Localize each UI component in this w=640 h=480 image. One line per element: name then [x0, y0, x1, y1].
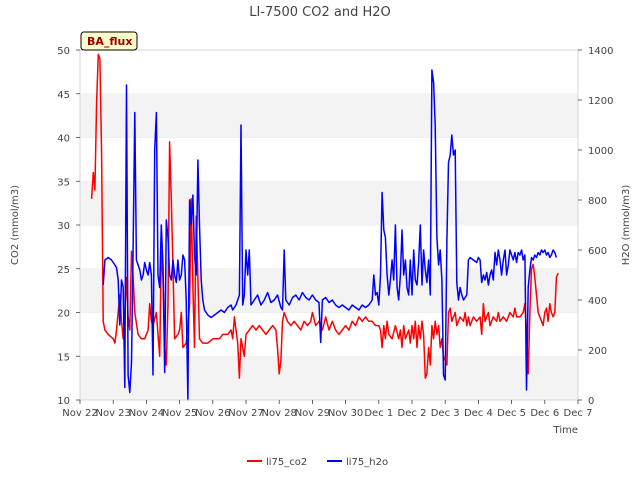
- background-band: [80, 93, 578, 138]
- background-bands: [80, 49, 578, 400]
- y-tick-label: 30: [57, 221, 70, 232]
- x-tick-label: Nov 26: [195, 408, 230, 419]
- background-band: [80, 268, 578, 313]
- x-tick-label: Dec 2: [398, 408, 427, 419]
- x-tick-label: Nov 25: [162, 408, 197, 419]
- y-tick-label: 40: [57, 134, 70, 145]
- chart-title: LI-7500 CO2 and H2O: [249, 5, 391, 20]
- y2-tick-label: 600: [588, 246, 607, 257]
- background-band: [80, 50, 578, 94]
- badge-box: [80, 31, 138, 51]
- x-tick-label: Nov 27: [228, 408, 263, 419]
- background-band: [80, 356, 578, 400]
- legend-label-h2o: li75_h2o: [346, 457, 388, 468]
- y-tick-label: 45: [57, 90, 70, 101]
- y-axis-right-label: H2O (mmol/m3): [621, 185, 632, 266]
- y2-tick-label: 800: [588, 196, 607, 207]
- x-tick-label: Dec 5: [497, 408, 526, 419]
- y-axis-left: 10 15 20 25 30 35 40 45 50: [57, 46, 80, 407]
- background-band: [80, 137, 578, 182]
- y-axis-left-label: CO2 (mmol/m3): [10, 185, 21, 265]
- x-tick-label: Dec 7: [564, 408, 593, 419]
- x-tick-label: Dec 3: [431, 408, 460, 419]
- plot-series: [90, 53, 559, 401]
- background-band: [80, 181, 578, 225]
- x-tick-label: Nov 23: [95, 408, 130, 419]
- y2-tick-label: 200: [588, 346, 607, 357]
- badge: BA_flux: [80, 31, 138, 51]
- x-tick-label: Nov 30: [328, 408, 363, 419]
- y-tick-label: 10: [57, 396, 70, 407]
- legend: li75_co2 li75_h2o: [247, 457, 388, 468]
- y-tick-label: 25: [57, 265, 70, 276]
- x-tick-label: Nov 22: [62, 408, 97, 419]
- y2-tick-label: 0: [588, 396, 594, 407]
- x-tick-label: Dec 4: [464, 408, 493, 419]
- y-axis-right: 0 200 400 600 800 1000 1200 1400: [578, 46, 613, 407]
- y2-tick-label: 1400: [588, 46, 613, 57]
- x-tick-label: Nov 28: [261, 408, 296, 419]
- x-tick-label: Dec 1: [364, 408, 393, 419]
- y-tick-label: 35: [57, 177, 70, 188]
- series-line-li75_h2o: [102, 69, 558, 401]
- y2-tick-label: 1000: [588, 146, 613, 157]
- y-tick-label: 50: [57, 46, 70, 57]
- badge-label: BA_flux: [87, 35, 132, 48]
- x-tick-label: Nov 29: [295, 408, 330, 419]
- y2-tick-label: 400: [588, 296, 607, 307]
- x-axis-label: Time: [553, 425, 578, 436]
- y-tick-label: 20: [57, 309, 70, 320]
- legend-label-co2: li75_co2: [266, 457, 307, 468]
- y-tick-label: 15: [57, 352, 70, 363]
- y2-tick-label: 1200: [588, 96, 613, 107]
- x-tick-label: Nov 24: [129, 408, 164, 419]
- x-tick-label: Dec 6: [530, 408, 559, 419]
